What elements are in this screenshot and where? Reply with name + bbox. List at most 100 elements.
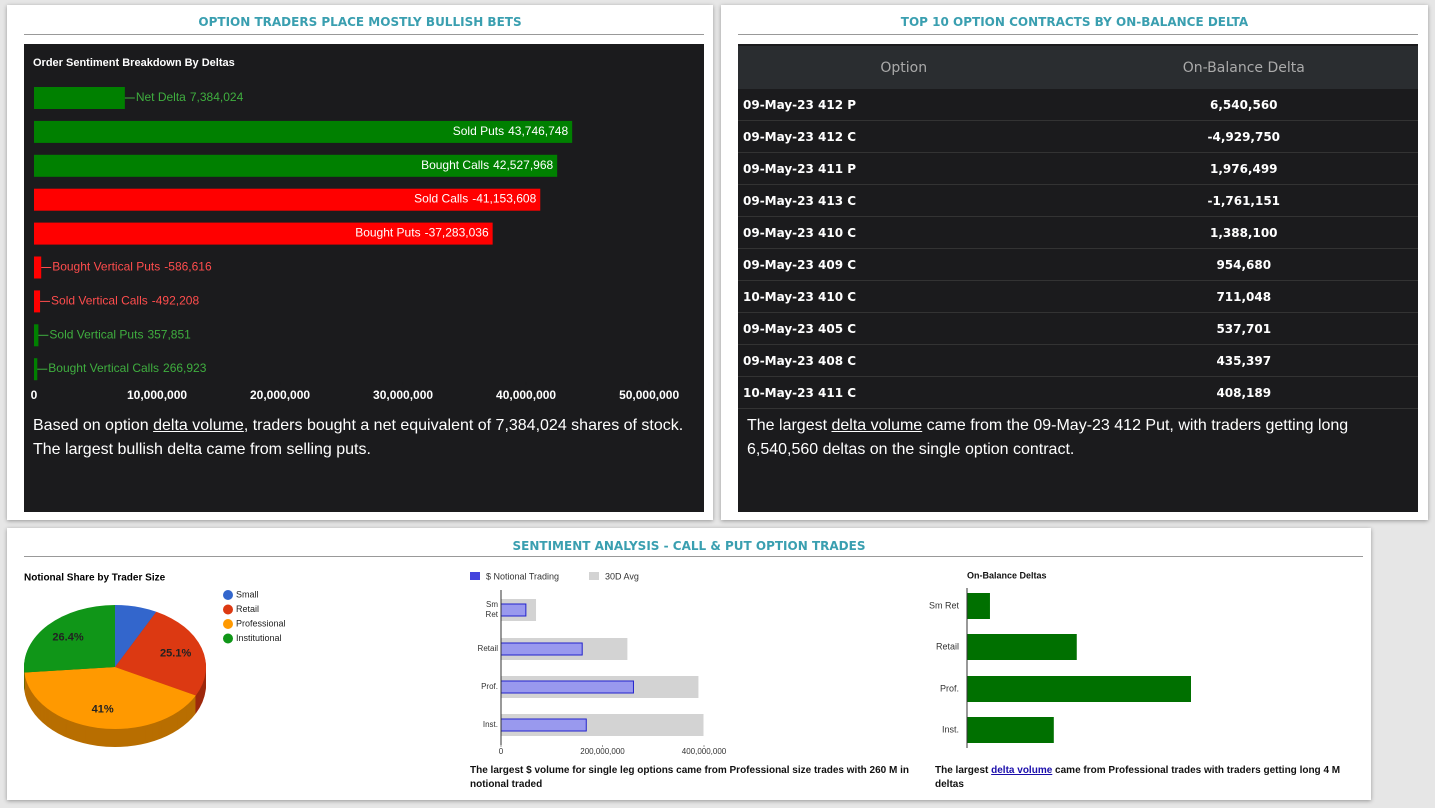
y-tick-label: Retail [478, 644, 499, 653]
cell: 954,680 [1069, 248, 1418, 281]
row: 09-May-23 410 C 1,388,100 [738, 216, 1418, 249]
chart-title: Notional Share by Trader Size [24, 573, 166, 584]
x-tick-label: 10,000,000 [127, 388, 187, 402]
bar [34, 358, 38, 381]
slice-label: 41% [92, 703, 114, 715]
x-tick-label: 20,000,000 [250, 388, 310, 402]
y-tick-label: Inst. [942, 724, 959, 734]
cell: -4,929,750 [1069, 120, 1418, 153]
x-tick-label: 400,000,000 [682, 747, 727, 756]
cell: 09-May-23 412 C [738, 120, 1070, 153]
value-label: 357,851 [147, 327, 191, 341]
cell: 1,976,499 [1069, 152, 1418, 185]
cell: 09-May-23 409 C [738, 248, 1070, 281]
bar-label: Net Delta 7,384,024 [136, 90, 244, 104]
caption: The largest delta volume came from Profe… [935, 764, 1365, 792]
cell: 408,189 [1069, 376, 1418, 409]
label-line: Ret [486, 610, 499, 619]
row: 09-May-23 412 C -4,929,750 [738, 120, 1418, 153]
category: Bought Calls [421, 158, 489, 172]
text: came from the 09-May-23 412 Put, with tr… [747, 417, 1349, 458]
category: Sold Vertical Calls [51, 294, 148, 308]
summary: The largest delta volume came from the 0… [747, 414, 1407, 462]
bar [500, 680, 634, 694]
bar [34, 120, 573, 143]
legend-label: Professional [236, 618, 286, 628]
link[interactable]: delta volume [831, 417, 923, 434]
rule [24, 34, 704, 35]
cell: 711,048 [1069, 280, 1418, 313]
legend-swatch [223, 619, 233, 629]
y-tick-label: Sm Ret [486, 600, 499, 619]
bar [967, 717, 1054, 743]
text: The largest [747, 417, 832, 434]
panel: SENTIMENT ANALYSIS - CALL & PUT OPTION T… [7, 528, 1371, 800]
slice-label: 26.4% [52, 632, 83, 644]
slice [23, 605, 115, 673]
cell: 10-May-23 411 C [738, 376, 1070, 409]
value-label: 43,746,748 [508, 124, 568, 138]
table: Option On-Balance Delta 09-May-23 412 P 6,5… [738, 46, 1418, 409]
cell: 537,701 [1069, 312, 1418, 345]
value-label: -492,208 [152, 294, 200, 308]
x-tick-label: 0 [499, 747, 504, 756]
row: 09-May-23 413 C -1,761,151 [738, 184, 1418, 217]
x-tick-label: 0 [31, 388, 38, 402]
slice-label: 25.1% [160, 648, 191, 660]
x-tick-label: 200,000,000 [580, 747, 625, 756]
row: 09-May-23 408 C 435,397 [738, 344, 1418, 377]
bar [34, 290, 41, 313]
legend-swatch [470, 572, 480, 580]
panel-title: OPTION TRADERS PLACE MOSTLY BULLISH BETS [198, 15, 522, 29]
panel-title: SENTIMENT ANALYSIS - CALL & PUT OPTION T… [512, 539, 866, 553]
bar-label: Sold Vertical Calls -492,208 [51, 294, 199, 308]
bar [34, 324, 39, 347]
column-header: Option [738, 46, 1070, 89]
link[interactable]: delta volume [991, 765, 1053, 776]
y-tick-label: Inst. [483, 720, 498, 729]
x-tick-label: 50,000,000 [619, 388, 679, 402]
bar-label: Bought Puts -37,283,036 [355, 226, 489, 240]
cell: 6,540,560 [1069, 89, 1418, 121]
slice [115, 605, 157, 667]
link[interactable]: delta volume [153, 417, 244, 434]
category: Bought Puts [355, 226, 420, 240]
bar [34, 188, 541, 211]
slice [24, 667, 196, 729]
y-tick-label: Prof. [940, 683, 959, 693]
category: Bought Vertical Calls [48, 361, 159, 375]
text: The largest [935, 765, 992, 776]
text: Based on option [33, 417, 154, 434]
legend-label: Small [236, 589, 259, 599]
bar [34, 256, 42, 279]
bar [967, 676, 1191, 702]
cell: 1,388,100 [1069, 216, 1418, 249]
table-body: 09-May-23 412 P 6,540,560 09-May-23 412 C-… [738, 89, 1418, 409]
category: Sold Vertical Puts [49, 327, 143, 341]
legend-label: 30D Avg [605, 571, 639, 581]
bar-label: Sold Calls -41,153,608 [414, 192, 536, 206]
text: came from Professional trades with trade… [935, 765, 1341, 790]
row: 09-May-23 412 P 6,540,560 [738, 89, 1418, 121]
summary: Based on option delta volume, traders bo… [33, 414, 703, 462]
legend-swatch [223, 590, 233, 600]
chart-title: Order Sentiment Breakdown By Deltas [33, 57, 235, 69]
legend-label: $ Notional Trading [486, 571, 559, 581]
y-tick-label: Retail [936, 641, 959, 651]
cell: 09-May-23 410 C [738, 216, 1070, 249]
rule [738, 34, 1418, 35]
cell: 435,397 [1069, 344, 1418, 377]
legend-label: Retail [236, 604, 259, 614]
cell: 10-May-23 410 C [738, 280, 1070, 313]
rule [24, 556, 1363, 557]
label-line: Sm [486, 600, 498, 609]
cell: -1,761,151 [1069, 184, 1418, 217]
bar-label: Bought Vertical Puts -586,616 [52, 260, 212, 274]
cell: 09-May-23 408 C [738, 344, 1070, 377]
bar [34, 87, 125, 109]
y-tick-label: Sm Ret [929, 600, 960, 610]
y-tick-label: Prof. [481, 682, 498, 691]
slice [115, 611, 207, 696]
